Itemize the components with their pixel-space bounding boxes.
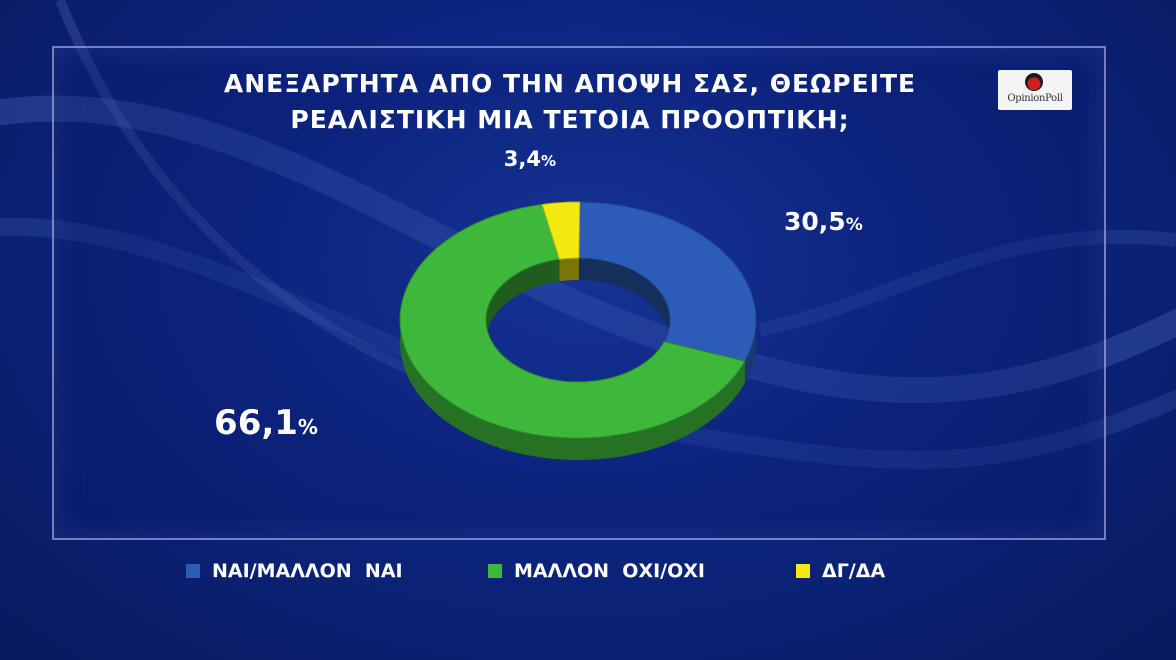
chart-legend: ΝΑΙ/ΜΑΛΛΟΝ ΝΑΙ ΜΑΛΛΟΝ ΟΧΙ/ΟΧΙ ΔΓ/ΔΑ <box>0 560 1176 590</box>
legend-item-1: ΜΑΛΛΟΝ ΟΧΙ/ΟΧΙ <box>488 560 705 582</box>
slice-1 <box>399 203 746 439</box>
slice-label-0: 30,5% <box>784 207 863 236</box>
slice-inner-wall-2 <box>559 258 579 282</box>
legend-swatch-2 <box>796 564 810 578</box>
slice-inner-wall-0 <box>578 258 670 364</box>
slice-label-1: 66,1% <box>214 403 318 443</box>
slice-2 <box>541 201 581 260</box>
legend-item-0: ΝΑΙ/ΜΑΛΛΟΝ ΝΑΙ <box>186 560 403 582</box>
logo-circle-icon <box>1025 73 1043 91</box>
legend-label-1: ΜΑΛΛΟΝ ΟΧΙ/ΟΧΙ <box>514 560 705 582</box>
slice-label-2: 3,4% <box>504 147 556 171</box>
title-line-1: ΑΝΕΞΑΡΤΗΤΑ ΑΠΟ ΤΗΝ ΑΠΟΨΗ ΣΑΣ, ΘΕΩΡΕΙΤΕ <box>223 69 917 98</box>
opinionpoll-logo: OpinionPoll <box>998 70 1072 110</box>
legend-swatch-0 <box>186 564 200 578</box>
legend-swatch-1 <box>488 564 502 578</box>
title-line-2: ΡΕΑΛΙΣΤΙΚΗ ΜΙΑ ΤΕΤΟΙΑ ΠΡΟΟΠΤΙΚΗ; <box>290 105 850 134</box>
legend-item-2: ΔΓ/ΔΑ <box>796 560 885 582</box>
legend-label-0: ΝΑΙ/ΜΑΛΛΟΝ ΝΑΙ <box>212 560 403 582</box>
donut-hole <box>490 279 666 387</box>
legend-label-2: ΔΓ/ΔΑ <box>822 560 886 582</box>
logo-text: OpinionPoll <box>1007 93 1063 104</box>
chart-title: ΑΝΕΞΑΡΤΗΤΑ ΑΠΟ ΤΗΝ ΑΠΟΨΗ ΣΑΣ, ΘΕΩΡΕΙΤΕ Ρ… <box>160 66 980 138</box>
slice-0 <box>578 201 757 362</box>
